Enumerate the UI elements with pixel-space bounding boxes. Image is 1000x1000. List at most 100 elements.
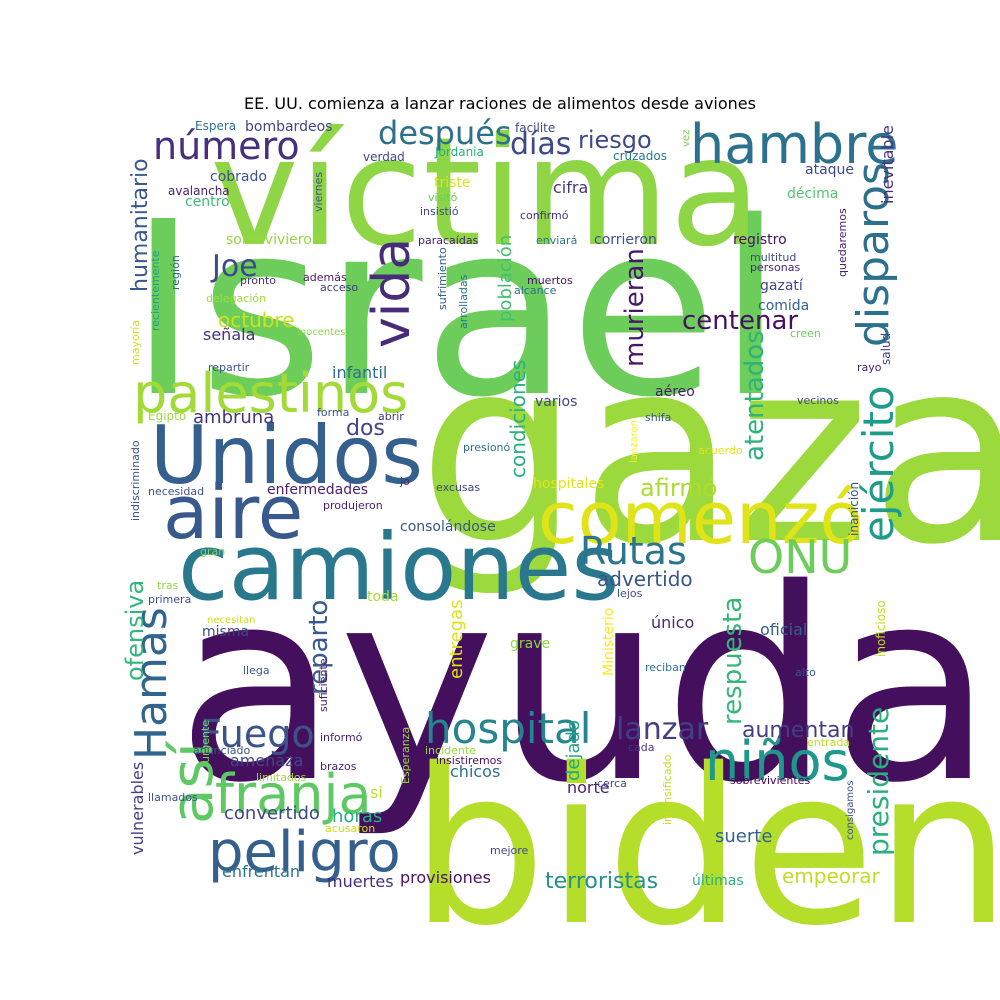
word-comida: comida (758, 298, 810, 314)
word-inoficioso: inoficioso (874, 600, 888, 657)
word-produjeron: produjeron (323, 499, 383, 512)
word-unidos: Unidos (150, 409, 423, 502)
word-terroristas: terroristas (545, 869, 659, 894)
word-camiones: camiones (178, 514, 620, 621)
word-ademas: además (303, 271, 347, 284)
word-ataque: ataque (805, 162, 855, 178)
word-insistiremos: insistiremos (436, 754, 503, 767)
word-forma: forma (317, 406, 350, 419)
word-alto: alto (795, 666, 816, 679)
word-peligro: peligro (208, 820, 401, 885)
word-triste: triste (434, 175, 471, 191)
word-franja: franja (215, 763, 372, 826)
word-convertido: convertido (224, 803, 320, 824)
word-provisiones: provisiones (400, 868, 491, 887)
word-murieran: murieran (620, 248, 650, 367)
word-condiciones: condiciones (506, 359, 530, 478)
word-delegacion: delegación (206, 292, 267, 305)
word-sufrimiento: sufrimiento (436, 247, 449, 310)
word-unico: único (651, 613, 695, 632)
word-si: si (370, 783, 383, 802)
word-aire: aire (163, 470, 304, 556)
word-gazati: gazatí (760, 278, 803, 294)
word-jo: jo (400, 475, 410, 488)
word-ambruna: ambruna (193, 407, 275, 428)
word-dos: dos (346, 416, 385, 441)
word-paracaidas: paracaídas (418, 234, 479, 247)
word-acuerdo: acuerdo (698, 444, 743, 457)
word-confirmo: confirmó (520, 209, 569, 222)
word-enviara: enviará (536, 234, 578, 247)
word-enfermedades: enfermedades (267, 482, 369, 498)
word-lanzaron: lanzaron (629, 420, 640, 463)
word-victima: víctima (210, 106, 762, 280)
word-gran: gran (200, 545, 226, 558)
word-toda: toda (367, 589, 399, 605)
word-vida: vida (362, 237, 422, 348)
word-entregas: entregas (446, 599, 467, 679)
word-limitados: limitados (256, 771, 307, 784)
word-acceso: acceso (320, 281, 359, 294)
word-muertes: muertes (327, 872, 394, 891)
word-dias: días (510, 127, 572, 162)
word-brazos: brazos (320, 760, 357, 773)
word-consigamos: consigamos (845, 780, 856, 841)
word-joe: Joe (212, 249, 258, 284)
word-lejos: lejos (617, 587, 643, 600)
word-ofensiva: ofensiva (121, 579, 149, 681)
word-infantil: infantil (332, 363, 388, 382)
word-corrieron: corrieron (594, 232, 657, 248)
word-presidente: presidente (862, 706, 895, 856)
word-creen: creen (790, 327, 821, 340)
word-vecinos: vecinos (797, 394, 839, 407)
word-visito: visitó (428, 191, 458, 204)
word-rayo: rayo (857, 361, 882, 374)
word-informo: informó (320, 731, 363, 744)
word-grave: grave (510, 636, 551, 652)
word-centro: centro (185, 194, 230, 210)
word-anunciado: anunciado (193, 744, 251, 757)
word-gaza: gaza (418, 304, 1000, 601)
word-sobrevivieron: sobrevivieron (226, 232, 321, 248)
word-inocentes: inocentes (297, 327, 346, 338)
word-amenaza: amenaza (230, 751, 304, 770)
word-excusas: excusas (436, 481, 481, 494)
word-palestinos: palestinos (133, 362, 409, 425)
word-despues: después (378, 114, 512, 152)
word-mejore: mejore (490, 844, 529, 857)
word-incidente: incidente (425, 744, 476, 757)
word-alcance: alcance (514, 284, 557, 297)
word-avalancha: avalancha (168, 184, 230, 198)
word-espera: Espera (195, 119, 237, 133)
word-tras: tras (157, 579, 179, 592)
word-region: región (169, 255, 182, 290)
word-vulnerables: vulnerables (128, 761, 147, 855)
word-suficiente: suficiente (317, 658, 330, 712)
word-inanicion: inanición (847, 481, 861, 536)
word-varios: varios (535, 394, 578, 410)
word-ejercito: ejército (854, 385, 903, 542)
word-jordania: Jordania (435, 145, 484, 159)
word-shifa: shifa (645, 411, 672, 424)
word-mayoria: mayoría (129, 319, 142, 365)
word-egipto: Egipto (148, 409, 187, 423)
word-intensificado: intensificado (661, 754, 674, 825)
word-fuego: Fuego (200, 712, 315, 756)
word-inevitable: inevitable (878, 125, 897, 204)
word-necesidad: necesidad (148, 485, 205, 498)
chart-title: EE. UU. comienza a lanzar raciones de al… (244, 94, 756, 113)
word-cada: cada (628, 741, 655, 754)
word-aumentan: aumentan (742, 718, 855, 743)
word-israel: Israel (128, 170, 784, 450)
word-enfrentan: enfrentan (222, 862, 301, 881)
word-abrir: abrir (378, 410, 404, 423)
word-personas: personas (750, 261, 801, 274)
word-muertos: muertos (527, 274, 573, 287)
word-llamados: llamados (148, 791, 198, 804)
word-presiono: presionó (463, 441, 511, 454)
word-necesitan: necesitan (207, 615, 256, 626)
word-vez: vez (681, 129, 692, 147)
word-biden: biden (410, 722, 1000, 973)
word-numero: número (153, 124, 300, 168)
